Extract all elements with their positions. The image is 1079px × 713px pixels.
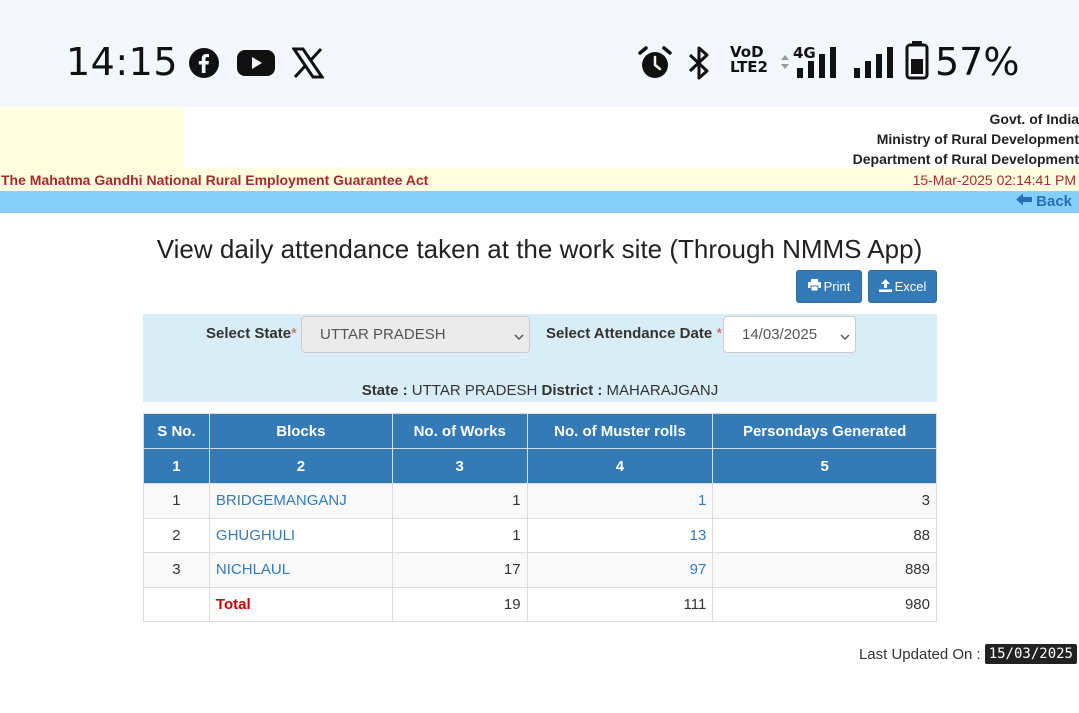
last-updated-date: 15/03/2025 (984, 644, 1077, 664)
x-icon (292, 45, 324, 81)
status-time: 14:15 (66, 40, 179, 84)
print-icon (807, 279, 821, 294)
muster-rolls-link[interactable]: 1 (697, 492, 707, 510)
col-header-persondays: Persondays Generated (712, 413, 937, 449)
row-sno: 2 (143, 517, 210, 553)
persondays-cell: 889 (712, 552, 937, 588)
current-datetime: 15-Mar-2025 02:14:41 PM (912, 172, 1076, 188)
table-row: 1 BRIDGEMANGANJ 1 1 3 (143, 483, 937, 519)
arrow-left-icon (1016, 193, 1033, 210)
table-header-row: S No. Blocks No. of Works No. of Muster … (143, 413, 937, 449)
date-label: Select Attendance Date * (546, 325, 723, 342)
attendance-table: S No. Blocks No. of Works No. of Muster … (143, 413, 937, 622)
works-cell: 17 (391, 552, 528, 588)
excel-button[interactable]: Excel (868, 270, 937, 303)
block-link[interactable]: BRIDGEMANGANJ (215, 492, 347, 510)
block-cell: BRIDGEMANGANJ (208, 483, 393, 519)
block-cell: NICHLAUL (208, 552, 393, 588)
signal-icon (795, 45, 839, 81)
last-updated-label: Last Updated On : (858, 645, 981, 663)
total-muster-rolls: 111 (526, 586, 714, 622)
col-header-muster-rolls: No. of Muster rolls (526, 413, 714, 449)
export-icon (878, 278, 892, 295)
col-header-blocks: Blocks (208, 413, 393, 449)
table-row: 3 NICHLAUL 17 97 889 (143, 552, 937, 588)
block-link[interactable]: GHUGHULI (215, 526, 296, 544)
bluetooth-icon (686, 45, 712, 81)
print-button[interactable]: Print (796, 270, 862, 303)
selection-info: State : UTTAR PRADESH District : MAHARAJ… (361, 382, 719, 399)
act-title: The Mahatma Gandhi National Rural Employ… (1, 172, 429, 188)
col-header-sno: S No. (143, 413, 210, 449)
muster-rolls-link[interactable]: 13 (689, 526, 707, 544)
muster-rolls-link[interactable]: 97 (689, 561, 707, 579)
row-sno: 3 (143, 552, 210, 588)
network-type: 4G (793, 44, 816, 62)
table-header-number-row: 1 2 3 4 5 (143, 448, 937, 484)
govt-line: Govt. of India (989, 111, 1079, 127)
last-updated: Last Updated On : 15/03/2025 (859, 644, 1077, 664)
works-cell: 1 (391, 517, 528, 553)
ministry-info: Govt. of India Ministry of Rural Develop… (853, 109, 1079, 169)
row-sno: 1 (143, 483, 210, 519)
facebook-icon (188, 45, 220, 81)
back-link[interactable]: Back (1016, 193, 1072, 210)
col-header-works: No. of Works (391, 413, 528, 449)
chevron-down-icon (840, 329, 850, 341)
site-header: Govt. of India Ministry of Rural Develop… (0, 107, 1079, 168)
act-bar: The Mahatma Gandhi National Rural Employ… (0, 168, 1079, 191)
filter-panel: Select State* UTTAR PRADESH Select Atten… (143, 314, 937, 402)
signal-icon (852, 45, 896, 81)
state-select[interactable]: UTTAR PRADESH (301, 316, 530, 353)
youtube-icon (237, 45, 275, 81)
alarm-icon (637, 45, 673, 81)
department-line: Department of Rural Development (852, 151, 1079, 167)
total-persondays: 980 (712, 586, 937, 622)
table-row: 2 GHUGHULI 1 13 88 (143, 517, 937, 553)
block-cell: GHUGHULI (208, 517, 393, 553)
total-works: 19 (391, 586, 528, 622)
block-link[interactable]: NICHLAUL (215, 561, 291, 579)
persondays-cell: 88 (712, 517, 937, 553)
persondays-cell: 3 (712, 483, 937, 519)
battery-icon (905, 41, 929, 80)
volte-indicator: VoD LTE2 (730, 43, 768, 76)
chevron-down-icon (514, 329, 524, 341)
works-cell: 1 (391, 483, 528, 519)
state-label: Select State* (206, 325, 297, 342)
back-bar: Back (0, 191, 1079, 213)
ministry-line: Ministry of Rural Development (876, 131, 1079, 147)
status-bar: 14:15 VoD LTE2 4G 57% (0, 0, 1079, 107)
page-title: View daily attendance taken at the work … (156, 234, 923, 264)
data-arrows-icon (780, 44, 790, 80)
total-label: Total (215, 595, 251, 613)
battery-percent: 57% (935, 40, 1020, 84)
total-row: Total 19 111 980 (143, 586, 937, 622)
logo-area (0, 107, 184, 168)
back-label: Back (1036, 193, 1072, 210)
attendance-date-select[interactable]: 14/03/2025 (723, 316, 856, 353)
